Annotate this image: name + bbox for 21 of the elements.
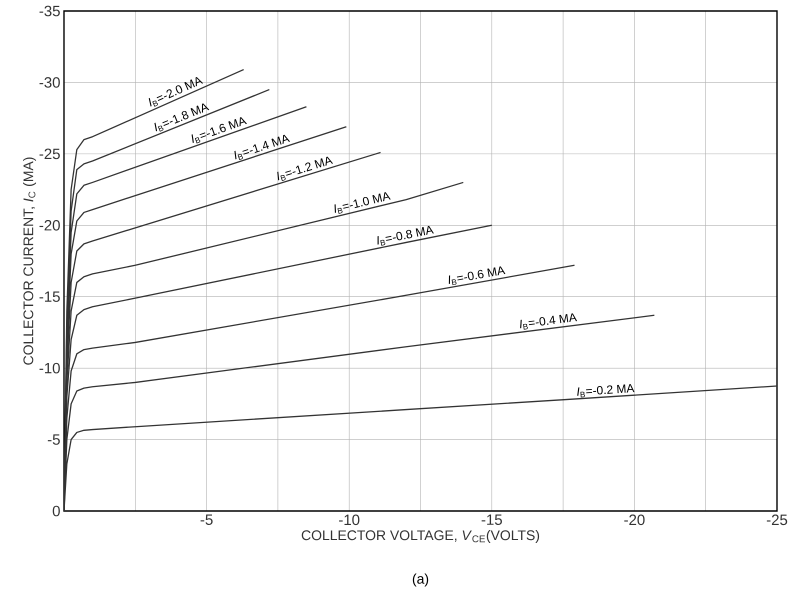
x-tick-label: -25 bbox=[766, 514, 788, 526]
y-tick-label: 0 bbox=[52, 506, 60, 516]
y-tick-label: -15 bbox=[40, 292, 60, 302]
x-tick-label: -10 bbox=[339, 514, 360, 526]
x-tick-label: -15 bbox=[482, 514, 502, 525]
x-tick-label: -20 bbox=[624, 514, 645, 526]
annotation: I$_{B}$=-0.6 MA bbox=[448, 266, 506, 286]
annotation: I$_{B}$=-1.0 MA bbox=[334, 192, 391, 214]
x-tick-label: -5 bbox=[200, 514, 213, 525]
x-axis-title: COLLECTOR VOLTAGE, V$_{CE}$(VOLTS) bbox=[302, 530, 540, 543]
text: (a) bbox=[412, 574, 428, 587]
y-axis-title: COLLECTOR CURRENT, I$_{C}$ (MA) bbox=[23, 157, 36, 365]
y-tick-label: -25 bbox=[40, 148, 60, 160]
annotation: I$_{B}$=-0.8 MA bbox=[378, 226, 434, 246]
y-tick-label: -10 bbox=[40, 362, 60, 374]
y-tick-label: -20 bbox=[40, 220, 60, 231]
y-tick-label: -30 bbox=[40, 77, 60, 88]
y-tick-label: -5 bbox=[48, 434, 60, 445]
annotation: I$_{B}$=-0.2 MA bbox=[577, 384, 635, 398]
annotation: I$_{B}$=-0.4 MA bbox=[520, 313, 578, 330]
y-tick-label: -35 bbox=[40, 6, 60, 16]
